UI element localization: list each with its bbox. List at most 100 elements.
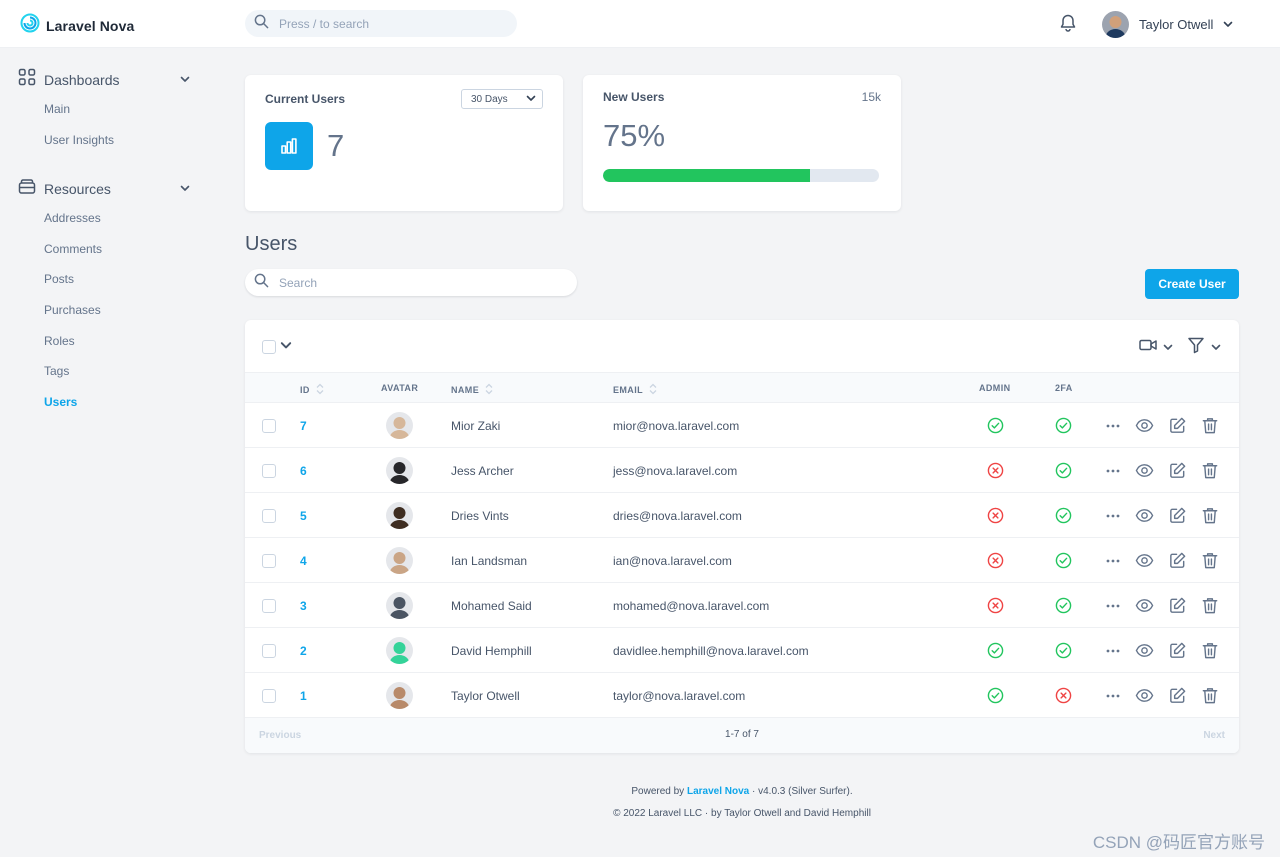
delete-icon[interactable] bbox=[1201, 641, 1219, 660]
more-actions-icon[interactable] bbox=[1105, 463, 1121, 479]
row-id[interactable]: 7 bbox=[300, 418, 307, 433]
row-checkbox[interactable] bbox=[262, 688, 276, 703]
more-actions-icon[interactable] bbox=[1105, 643, 1121, 659]
more-actions-icon[interactable] bbox=[1105, 598, 1121, 614]
delete-icon[interactable] bbox=[1201, 551, 1219, 570]
avatar-cell bbox=[386, 673, 413, 718]
view-icon[interactable] bbox=[1135, 461, 1154, 480]
row-checkbox[interactable] bbox=[262, 598, 276, 613]
view-icon[interactable] bbox=[1135, 641, 1154, 660]
video-camera-icon bbox=[1139, 338, 1157, 357]
edit-icon[interactable] bbox=[1168, 551, 1187, 570]
column-email[interactable]: EMAIL bbox=[613, 383, 657, 397]
row-id[interactable]: 1 bbox=[300, 688, 307, 703]
delete-icon[interactable] bbox=[1201, 506, 1219, 525]
table-row[interactable]: 2 David Hemphill davidlee.hemphill@nova.la… bbox=[245, 628, 1239, 673]
footer-nova-link[interactable]: Laravel Nova bbox=[686, 786, 750, 797]
view-icon[interactable] bbox=[1135, 596, 1154, 615]
nav-group-dashboards[interactable]: Dashboards bbox=[18, 68, 190, 91]
row-checkbox[interactable] bbox=[262, 418, 276, 433]
next-button[interactable]: Next bbox=[1203, 730, 1225, 741]
table-row[interactable]: 7 Mior Zaki mior@nova.laravel.com bbox=[245, 403, 1239, 448]
global-search-input[interactable] bbox=[279, 16, 499, 31]
select-all-control[interactable] bbox=[262, 338, 292, 356]
more-actions-icon[interactable] bbox=[1105, 508, 1121, 524]
row-checkbox[interactable] bbox=[262, 643, 276, 658]
table-row[interactable]: 3 Mohamed Said mohamed@nova.laravel.com bbox=[245, 583, 1239, 628]
metric-target: 15k bbox=[861, 90, 881, 104]
sidebar-item-posts[interactable]: Posts bbox=[44, 272, 75, 286]
global-search[interactable] bbox=[245, 10, 517, 37]
table-row[interactable]: 1 Taylor Otwell taylor@nova.laravel.com bbox=[245, 673, 1239, 718]
column-label: EMAIL bbox=[613, 385, 643, 395]
delete-icon[interactable] bbox=[1201, 686, 1219, 705]
edit-icon[interactable] bbox=[1168, 686, 1187, 705]
view-icon[interactable] bbox=[1135, 686, 1154, 705]
row-email: mohamed@nova.laravel.com bbox=[613, 598, 770, 613]
more-actions-icon[interactable] bbox=[1105, 418, 1121, 434]
row-checkbox-cell bbox=[262, 493, 276, 538]
chevron-down-icon[interactable] bbox=[280, 338, 292, 356]
row-id[interactable]: 3 bbox=[300, 598, 307, 613]
row-id[interactable]: 5 bbox=[300, 508, 307, 523]
more-actions-icon[interactable] bbox=[1105, 553, 1121, 569]
row-actions bbox=[1105, 448, 1219, 493]
sidebar-item-comments[interactable]: Comments bbox=[44, 242, 103, 256]
row-email: ian@nova.laravel.com bbox=[613, 553, 732, 568]
delete-icon[interactable] bbox=[1201, 461, 1219, 480]
user-menu[interactable]: Taylor Otwell bbox=[1102, 11, 1233, 38]
sidebar-item-tags[interactable]: Tags bbox=[44, 364, 70, 378]
delete-icon[interactable] bbox=[1201, 596, 1219, 615]
edit-icon[interactable] bbox=[1168, 641, 1187, 660]
create-user-button[interactable]: Create User bbox=[1145, 269, 1239, 299]
previous-button[interactable]: Previous bbox=[259, 730, 302, 741]
delete-icon[interactable] bbox=[1201, 416, 1219, 435]
check-circle-icon bbox=[1055, 538, 1072, 583]
nav-group-label: Resources bbox=[44, 180, 111, 197]
row-id[interactable]: 4 bbox=[300, 553, 307, 568]
view-icon[interactable] bbox=[1135, 551, 1154, 570]
table-row[interactable]: 4 Ian Landsman ian@nova.laravel.com bbox=[245, 538, 1239, 583]
row-actions bbox=[1105, 493, 1219, 538]
table-row[interactable]: 5 Dries Vints dries@nova.laravel.com bbox=[245, 493, 1239, 538]
resource-search[interactable] bbox=[245, 269, 577, 296]
resource-search-input[interactable] bbox=[279, 275, 539, 290]
sidebar-item-purchases[interactable]: Purchases bbox=[44, 303, 101, 317]
edit-icon[interactable] bbox=[1168, 596, 1187, 615]
sidebar-item-user-insights[interactable]: User Insights bbox=[44, 133, 115, 147]
nav-group-resources[interactable]: Resources bbox=[18, 177, 190, 200]
row-checkbox[interactable] bbox=[262, 463, 276, 478]
column-id[interactable]: ID bbox=[300, 383, 324, 397]
row-id[interactable]: 6 bbox=[300, 463, 307, 478]
lens-menu[interactable] bbox=[1139, 338, 1173, 357]
edit-icon[interactable] bbox=[1168, 461, 1187, 480]
brand-name: Laravel Nova bbox=[46, 17, 135, 34]
x-circle-icon bbox=[1055, 673, 1072, 718]
chevron-down-icon bbox=[1211, 339, 1221, 357]
edit-icon[interactable] bbox=[1168, 506, 1187, 525]
view-icon[interactable] bbox=[1135, 416, 1154, 435]
select-all-checkbox[interactable] bbox=[262, 340, 276, 354]
edit-icon[interactable] bbox=[1168, 416, 1187, 435]
column-name[interactable]: NAME bbox=[451, 383, 493, 397]
filter-icon bbox=[1187, 336, 1205, 359]
current-users-card: Current Users 30 Days 7 bbox=[245, 75, 563, 211]
range-select[interactable]: 30 Days bbox=[461, 89, 543, 109]
row-name: Mior Zaki bbox=[451, 418, 501, 433]
more-actions-icon[interactable] bbox=[1105, 688, 1121, 704]
table-row[interactable]: 6 Jess Archer jess@nova.laravel.com bbox=[245, 448, 1239, 493]
sidebar-item-roles[interactable]: Roles bbox=[44, 334, 75, 348]
chevron-down-icon bbox=[526, 93, 536, 106]
sidebar-item-addresses[interactable]: Addresses bbox=[44, 211, 101, 225]
table-header: ID AVATAR NAME EMAIL ADMIN 2FA bbox=[245, 372, 1239, 403]
sidebar-item-users[interactable]: Users bbox=[44, 395, 78, 409]
avatar bbox=[386, 412, 413, 439]
filter-menu[interactable] bbox=[1187, 336, 1221, 359]
bell-icon[interactable] bbox=[1058, 13, 1078, 33]
row-checkbox[interactable] bbox=[262, 508, 276, 523]
brand[interactable]: Laravel Nova bbox=[20, 13, 134, 38]
row-id[interactable]: 2 bbox=[300, 643, 307, 658]
sidebar-item-main[interactable]: Main bbox=[44, 102, 71, 116]
row-checkbox[interactable] bbox=[262, 553, 276, 568]
view-icon[interactable] bbox=[1135, 506, 1154, 525]
